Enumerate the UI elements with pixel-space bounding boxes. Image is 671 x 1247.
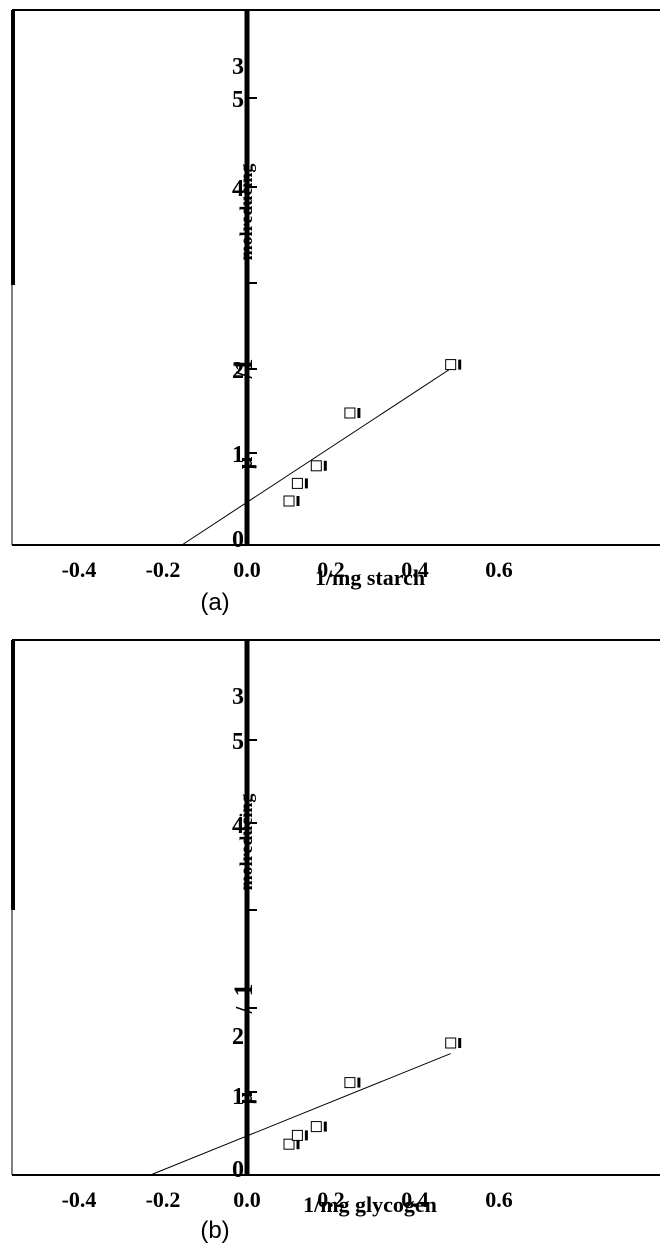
- x-tick-label: -0.4: [62, 1187, 97, 1212]
- panel-label: (a): [200, 589, 229, 616]
- data-point: [283, 1138, 295, 1150]
- y-axis-label-part: /: [232, 1006, 258, 1014]
- y-axis-label-part: molreducing: [236, 164, 256, 261]
- x-tick-label: 0.0: [233, 557, 261, 582]
- data-point: [283, 495, 295, 507]
- x-axis-label: 1/mg glycogen: [303, 1192, 437, 1217]
- x-tick-label: -0.2: [146, 1187, 181, 1212]
- x-tick-label: 0.2: [317, 557, 345, 582]
- x-tick-label: 0.4: [401, 557, 429, 582]
- x-axis-label: 1/mg starch: [315, 565, 425, 590]
- y-tick-label: 3: [232, 684, 244, 710]
- data-point: [445, 1037, 457, 1049]
- y-axis-label-part: /: [232, 371, 258, 379]
- x-tick-label: 0.2: [317, 1187, 345, 1212]
- y-tick-label: 1: [232, 442, 244, 468]
- x-tick-label: -0.2: [146, 557, 181, 582]
- fit-line: [181, 366, 454, 546]
- y-axis-label-part: μ: [232, 1091, 257, 1104]
- y-tick-label: 5: [232, 729, 244, 755]
- data-point: [344, 1077, 356, 1089]
- data-point: [310, 460, 322, 472]
- chart-panel-b: 0 1 2 4 3 5 -0.4 -0.2 0.0 0.2 0.4 0.6 1 / μ molreducing…: [11, 639, 660, 1244]
- y-axis-label-part: 1: [229, 984, 258, 997]
- y-axis-label-part: μ: [232, 456, 257, 469]
- y-tick-label: 5: [232, 87, 244, 113]
- data-point: [291, 1129, 303, 1141]
- data-point: [445, 359, 457, 371]
- x-tick-label: 0.0: [233, 1187, 261, 1212]
- y-tick-label: 0: [232, 527, 244, 553]
- y-tick-label: 2: [232, 1024, 244, 1050]
- x-tick-label: 0.4: [401, 1187, 429, 1212]
- y-axis-label-part: 1: [229, 359, 258, 372]
- x-tick-label: 0.6: [485, 557, 513, 582]
- y-tick-label: 2: [232, 358, 244, 384]
- data-point: [310, 1121, 322, 1133]
- y-tick-label: 0: [232, 1157, 244, 1183]
- x-tick-label: 0.6: [485, 1187, 513, 1212]
- y-tick-label: 4: [232, 813, 244, 839]
- x-tick-label: -0.4: [62, 557, 97, 582]
- data-point: [291, 477, 303, 489]
- data-point: [344, 407, 356, 419]
- y-tick-label: 4: [232, 176, 244, 202]
- panel-label: (b): [200, 1217, 229, 1244]
- y-axis-label-part: molreducing: [236, 794, 256, 891]
- y-tick-label: 1: [232, 1084, 244, 1110]
- y-tick-label: 3: [232, 54, 244, 80]
- fit-line: [150, 1053, 451, 1176]
